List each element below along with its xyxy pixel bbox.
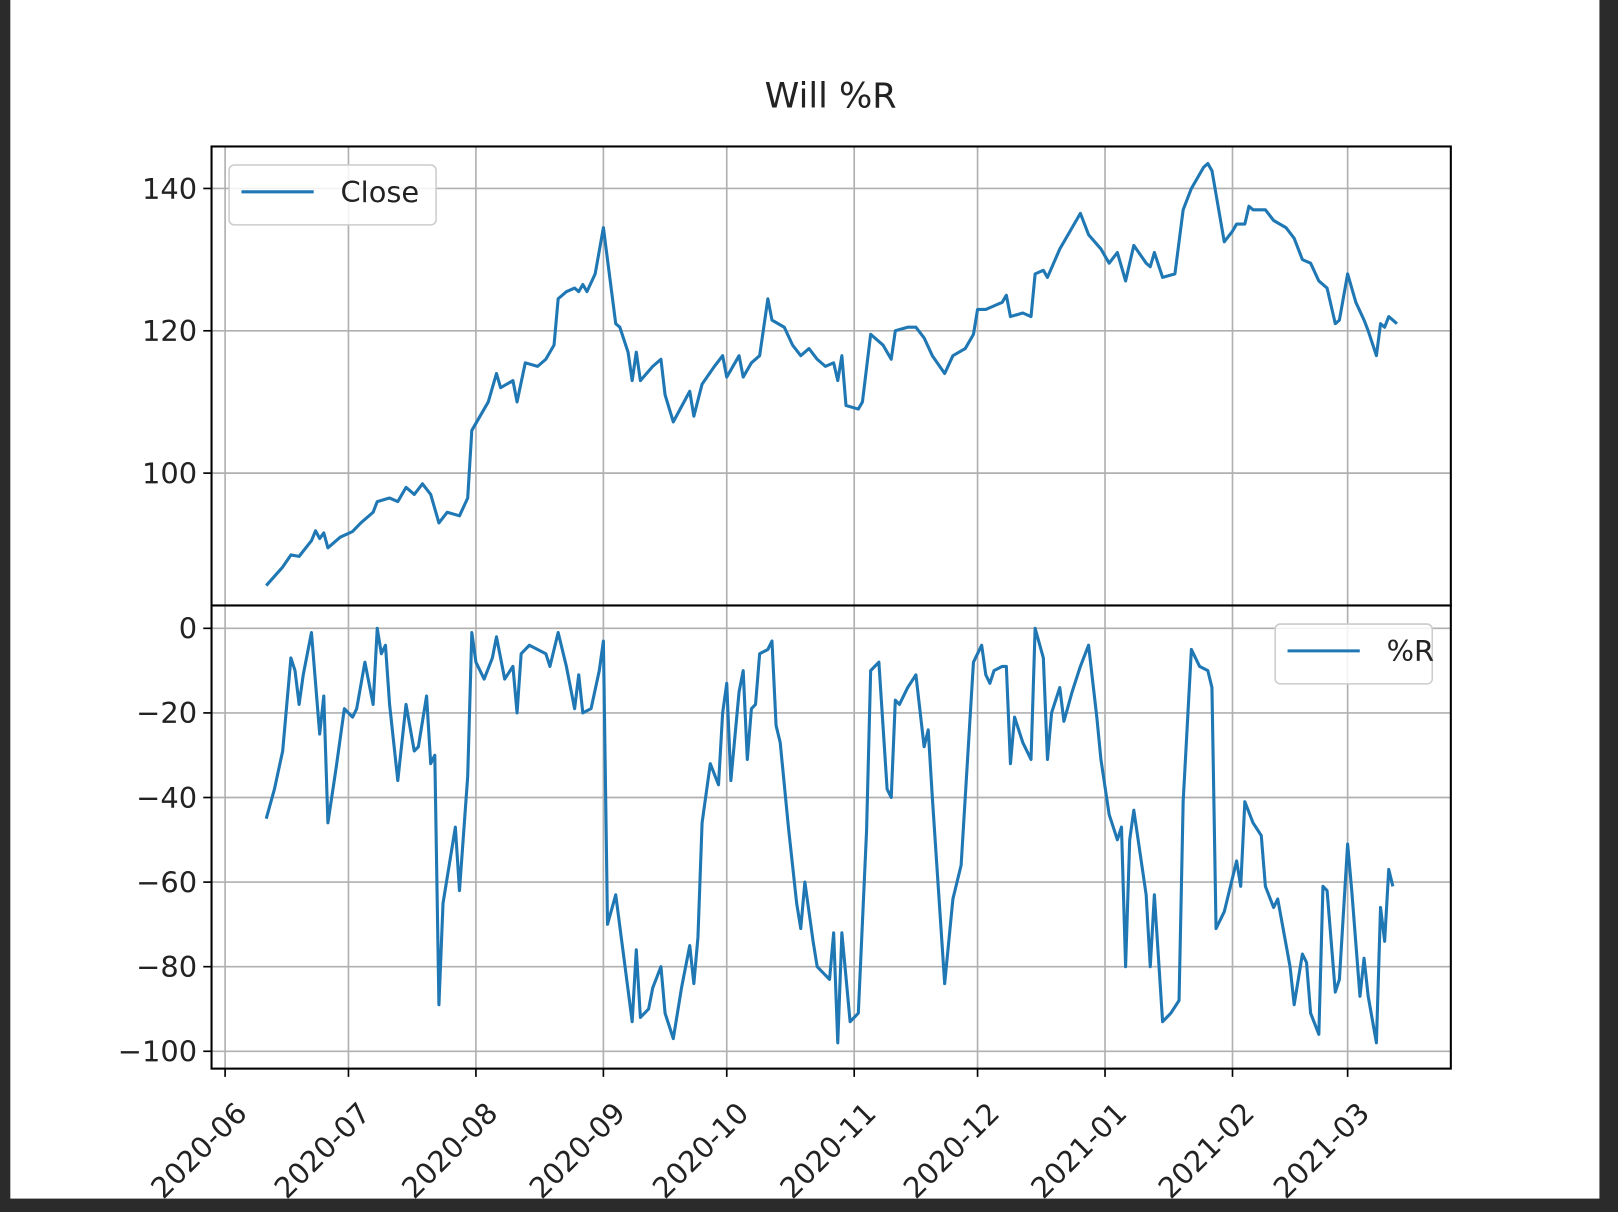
legend-box [228, 164, 437, 226]
y-tick-label: 120 [142, 314, 197, 348]
line-series [265, 162, 1398, 587]
legend-label: %R [1387, 634, 1435, 668]
legend-label: Close [341, 175, 420, 209]
y-tick-label: −80 [136, 950, 197, 984]
y-tick-label: −60 [136, 865, 197, 899]
line-series [264, 626, 1395, 1045]
y-tick-label: 0 [179, 612, 197, 646]
legend-box [1274, 623, 1434, 685]
y-tick-label: −100 [118, 1035, 197, 1069]
y-tick-label: 100 [142, 456, 197, 490]
y-tick-label: −40 [136, 781, 197, 815]
axes-frame [210, 604, 1452, 1070]
y-tick-label: −20 [136, 696, 197, 730]
y-tick-label: 140 [142, 172, 197, 206]
chart-title: Will %R [765, 75, 897, 116]
